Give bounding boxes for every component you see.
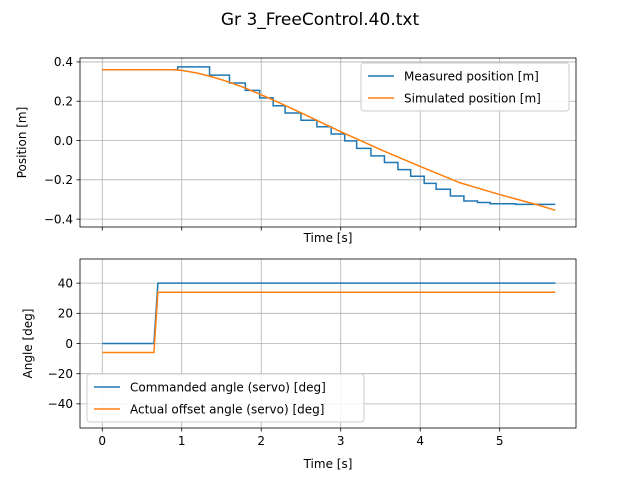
y-axis-label: Position [m]	[15, 107, 29, 179]
legend-label: Measured position [m]	[404, 69, 539, 83]
y-axis-label: Angle [deg]	[21, 309, 35, 379]
y-tick-label: 0	[65, 337, 73, 351]
legend-label: Simulated position [m]	[404, 91, 541, 105]
y-tick-label: −40	[48, 397, 73, 411]
series-line	[102, 291, 556, 354]
x-tick-label: 4	[416, 434, 424, 448]
y-tick-label: 0.0	[54, 134, 73, 148]
legend-label: Commanded angle (servo) [deg]	[130, 380, 326, 394]
x-tick-label: 2	[257, 434, 265, 448]
x-axis-label: Time [s]	[303, 231, 353, 245]
y-tick-label: 0.4	[54, 55, 73, 69]
x-axis-label: Time [s]	[303, 457, 353, 471]
y-tick-label: 40	[58, 276, 73, 290]
y-tick-label: 0.2	[54, 95, 73, 109]
x-tick-label: 0	[98, 434, 106, 448]
x-tick-label: 1	[178, 434, 186, 448]
figure-title: Gr 3_FreeControl.40.txt	[221, 10, 420, 30]
legend-label: Actual offset angle (servo) [deg]	[130, 402, 324, 416]
axes-frame	[79, 57, 577, 228]
x-tick-label: 3	[337, 434, 345, 448]
y-tick-label: 20	[58, 307, 73, 321]
position-subplot: −0.4 −0.2 0.0 0.2 0.4 Time [s] Position [m] Mea…	[15, 55, 577, 245]
y-tick-label: −0.4	[44, 212, 73, 226]
series-line	[102, 69, 556, 212]
angle-subplot: 0 1 2 3 4 5 −40 −20 0 20 40 Time [s] Angle [deg] Comm…	[21, 258, 577, 471]
x-tick-label: 5	[496, 434, 504, 448]
legend-box	[86, 373, 365, 423]
legend-box	[360, 62, 570, 112]
y-tick-label: −0.2	[44, 173, 73, 187]
series-line	[102, 66, 556, 206]
y-tick-label: −20	[48, 367, 73, 381]
